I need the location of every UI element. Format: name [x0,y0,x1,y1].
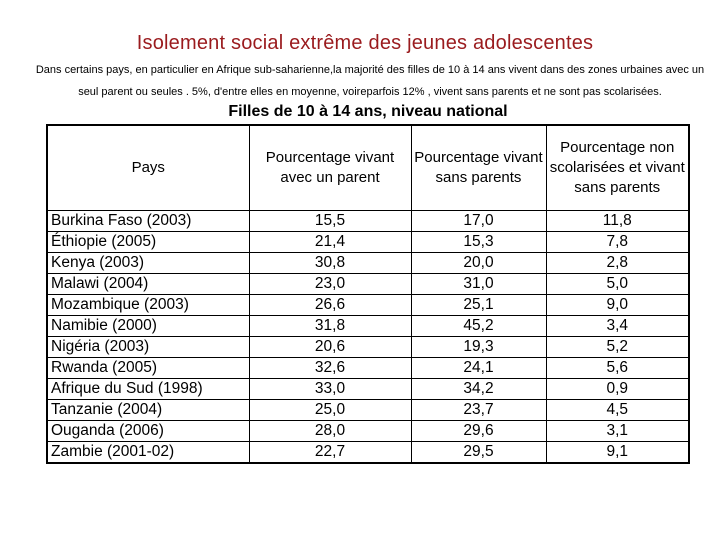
table-row: Malawi (2004) 23,0 31,0 5,0 [46,273,690,295]
intro-text-line-1: Dans certains pays, en particulier en Af… [35,64,705,76]
table-row: Éthiopie (2005) 21,4 15,3 7,8 [46,231,690,253]
value-cell: 23,0 [248,273,412,295]
column-header: Pays [46,124,250,211]
value-cell: 11,8 [545,210,690,232]
country-cell: Malawi (2004) [46,273,250,295]
value-cell: 9,1 [545,441,690,464]
country-cell: Éthiopie (2005) [46,231,250,253]
column-header: Pourcentage non scolarisées et vivant sa… [545,124,690,211]
value-cell: 32,6 [248,357,412,379]
value-cell: 34,2 [410,378,547,400]
table-row: Zambie (2001-02) 22,7 29,5 9,1 [46,441,690,464]
table-row: Nigéria (2003) 20,6 19,3 5,2 [46,336,690,358]
column-header: Pourcentage vivant sans parents [410,124,547,211]
table-row: Rwanda (2005) 32,6 24,1 5,6 [46,357,690,379]
value-cell: 29,5 [410,441,547,464]
table-row: Mozambique (2003) 26,6 25,1 9,0 [46,294,690,316]
table-row: Afrique du Sud (1998) 33,0 34,2 0,9 [46,378,690,400]
table-caption: Filles de 10 à 14 ans, niveau national [228,103,508,120]
table-body: Burkina Faso (2003) 15,5 17,0 11,8 Éthiopie … [46,210,690,464]
value-cell: 20,0 [410,252,547,274]
value-cell: 5,0 [545,273,690,295]
country-cell: Zambie (2001-02) [46,441,250,464]
data-table: Pays Pourcentage vivant avec un parent Pou… [46,124,690,464]
value-cell: 31,0 [410,273,547,295]
value-cell: 25,1 [410,294,547,316]
value-cell: 5,6 [545,357,690,379]
intro-text: Dans certains pays, en particulier en Af… [25,59,715,103]
country-cell: Mozambique (2003) [46,294,250,316]
slide-title: Isolement social extrême des jeunes adol… [136,32,594,54]
intro-text-line-2: seul parent ou seules . 5%, d'entre elle… [78,86,662,98]
country-cell: Namibie (2000) [46,315,250,337]
table-row: Kenya (2003) 30,8 20,0 2,8 [46,252,690,274]
value-cell: 4,5 [545,399,690,421]
value-cell: 23,7 [410,399,547,421]
value-cell: 7,8 [545,231,690,253]
table-row: Burkina Faso (2003) 15,5 17,0 11,8 [46,210,690,232]
header-row: Pays Pourcentage vivant avec un parent Pou… [46,124,690,211]
value-cell: 31,8 [248,315,412,337]
value-cell: 0,9 [545,378,690,400]
value-cell: 29,6 [410,420,547,442]
country-cell: Afrique du Sud (1998) [46,378,250,400]
country-cell: Rwanda (2005) [46,357,250,379]
value-cell: 22,7 [248,441,412,464]
value-cell: 19,3 [410,336,547,358]
table-row: Ouganda (2006) 28,0 29,6 3,1 [46,420,690,442]
value-cell: 15,3 [410,231,547,253]
value-cell: 3,4 [545,315,690,337]
value-cell: 25,0 [248,399,412,421]
value-cell: 33,0 [248,378,412,400]
value-cell: 26,6 [248,294,412,316]
value-cell: 15,5 [248,210,412,232]
value-cell: 9,0 [545,294,690,316]
country-cell: Tanzanie (2004) [46,399,250,421]
value-cell: 30,8 [248,252,412,274]
table-row: Namibie (2000) 31,8 45,2 3,4 [46,315,690,337]
value-cell: 24,1 [410,357,547,379]
table-row: Tanzanie (2004) 25,0 23,7 4,5 [46,399,690,421]
country-cell: Nigéria (2003) [46,336,250,358]
country-cell: Kenya (2003) [46,252,250,274]
value-cell: 5,2 [545,336,690,358]
value-cell: 20,6 [248,336,412,358]
value-cell: 17,0 [410,210,547,232]
country-cell: Burkina Faso (2003) [46,210,250,232]
column-header: Pourcentage vivant avec un parent [248,124,412,211]
value-cell: 2,8 [545,252,690,274]
value-cell: 21,4 [248,231,412,253]
value-cell: 45,2 [410,315,547,337]
value-cell: 3,1 [545,420,690,442]
value-cell: 28,0 [248,420,412,442]
country-cell: Ouganda (2006) [46,420,250,442]
